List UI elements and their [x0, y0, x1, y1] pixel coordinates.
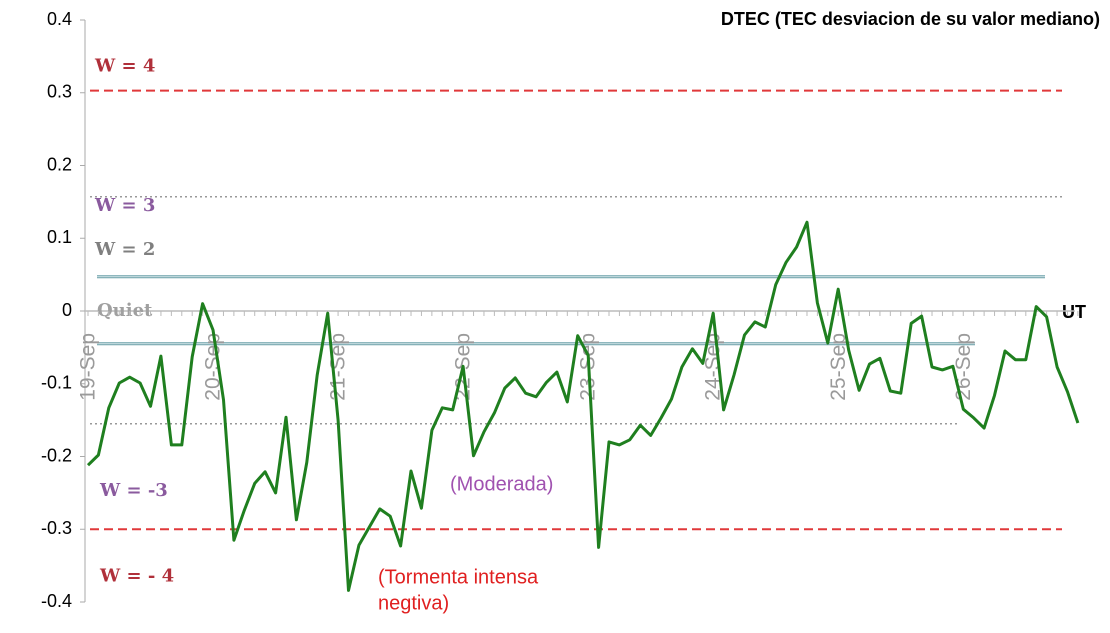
y-tick-label: 0.4 [47, 9, 72, 29]
reference-label: Quiet [97, 300, 153, 321]
y-tick-label: -0.2 [41, 445, 72, 465]
annotation: (Tormenta intensa [378, 566, 539, 588]
x-tick-group: 19-Sep [77, 333, 100, 401]
y-tick-label: 0 [62, 300, 72, 320]
reference-label: W = -3 [99, 480, 168, 501]
chart-title: DTEC (TEC desviacion de su valor mediano… [721, 9, 1100, 29]
y-tick-label: -0.1 [41, 373, 72, 393]
reference-label: W = - 4 [99, 565, 174, 586]
y-tick-label: -0.3 [41, 518, 72, 538]
x-tick-label: 25-Sep [827, 333, 850, 401]
data-line [86, 220, 1080, 592]
x-tick-label: 19-Sep [77, 333, 100, 401]
x-tick-group: 24-Sep [702, 333, 725, 401]
reference-label: W = 2 [94, 239, 155, 260]
x-tick-label: 26-Sep [952, 333, 975, 401]
x-tick-label: 20-Sep [202, 333, 225, 401]
x-tick-group: 26-Sep [952, 333, 975, 401]
x-tick-group: 20-Sep [202, 333, 225, 401]
reference-label: W = 4 [94, 56, 155, 77]
y-tick-label: 0.1 [47, 227, 72, 247]
reference-label: W = 3 [94, 195, 155, 216]
y-tick-label: 0.3 [47, 82, 72, 102]
x-tick-group: 25-Sep [827, 333, 850, 401]
annotation: (Moderada) [450, 473, 553, 495]
y-tick-label: -0.4 [41, 591, 72, 611]
annotation: negtiva) [378, 592, 449, 614]
y-tick-label: 0.2 [47, 154, 72, 174]
x-tick-label: 24-Sep [702, 333, 725, 401]
